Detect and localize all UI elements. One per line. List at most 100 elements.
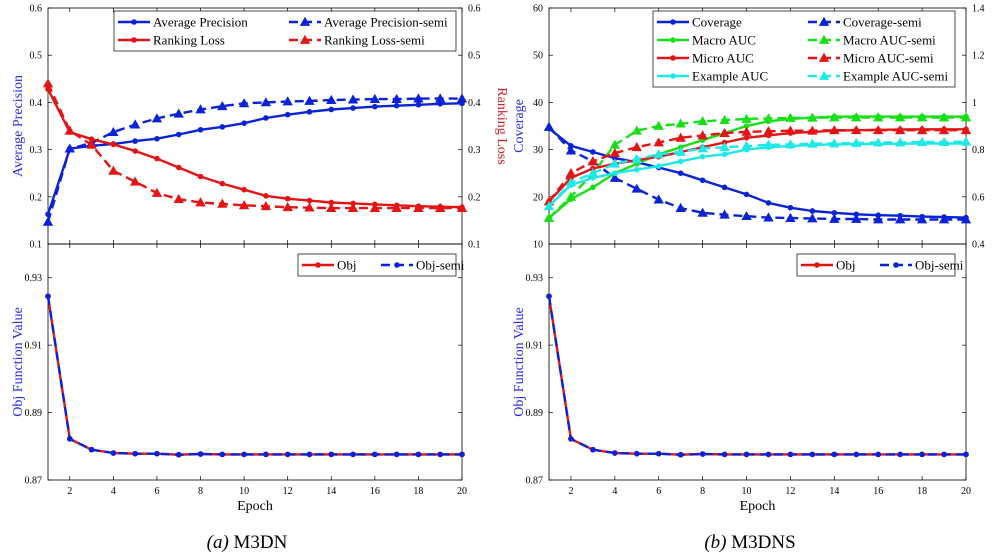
data-point	[328, 106, 335, 113]
y-tick-label: 40	[533, 98, 543, 109]
data-point	[653, 137, 664, 147]
data-point	[677, 170, 684, 176]
series-macro-auc-semi	[543, 112, 972, 222]
legend-marker	[394, 262, 400, 268]
data-point	[785, 212, 796, 222]
data-point	[328, 199, 335, 206]
data-point	[873, 112, 884, 122]
data-point	[565, 168, 577, 178]
data-point	[347, 94, 359, 104]
data-point	[631, 142, 642, 152]
data-point	[263, 115, 269, 121]
y-axis-label: Coverage	[512, 99, 527, 153]
data-point	[609, 139, 621, 149]
data-point	[829, 138, 840, 148]
y-axis-label: Average Precision	[11, 75, 26, 177]
data-point	[260, 201, 272, 211]
data-point	[195, 104, 206, 114]
legend-label: Micro AUC	[692, 51, 754, 66]
data-point	[132, 148, 138, 154]
data-point	[415, 451, 422, 458]
y-tick-label: 0.93	[25, 273, 43, 284]
series-obj-semi	[45, 293, 465, 458]
series-line	[46, 88, 463, 209]
data-point	[328, 451, 335, 458]
x-tick-label: 16	[370, 486, 380, 497]
data-point	[64, 125, 75, 135]
data-point	[631, 153, 642, 163]
data-point	[590, 149, 596, 155]
data-point	[459, 451, 465, 458]
series-line	[548, 140, 967, 208]
data-point	[721, 184, 728, 191]
x-tick-label: 6	[154, 486, 159, 497]
legend-label: Obj	[836, 258, 856, 273]
legend-label: Ranking Loss-semi	[324, 33, 425, 48]
series-coverage-semi	[543, 121, 972, 224]
y-tick-label: 20	[533, 192, 543, 203]
x-tick-label: 2	[568, 486, 573, 497]
legend-box	[113, 10, 457, 52]
data-point	[938, 112, 950, 122]
y-right-tick-label: 0.6	[972, 192, 985, 203]
data-point	[88, 136, 95, 143]
data-point	[64, 143, 75, 153]
data-point	[829, 213, 840, 223]
y-right-tick-label: 0.4	[468, 98, 481, 109]
data-point	[284, 111, 291, 118]
data-point	[154, 135, 160, 142]
data-point	[873, 214, 884, 224]
data-point	[894, 125, 906, 135]
data-point	[260, 97, 272, 107]
x-tick-label: 10	[239, 486, 249, 497]
y-tick-label: 0.91	[25, 341, 43, 352]
caption-a-name: M3DN	[229, 532, 288, 553]
series-line	[46, 97, 462, 223]
data-point	[741, 113, 752, 123]
data-point	[175, 451, 182, 458]
data-point	[765, 451, 772, 458]
x-tick-label: 16	[873, 486, 883, 497]
chart-a-top: 0.1 0.2 0.3 0.4 0.5 0.6 0.1 0.2 0.3 0.4 0.5 0.6 Aver…	[11, 4, 509, 251]
data-point	[894, 112, 906, 122]
data-point	[435, 93, 446, 103]
legend-marker	[299, 34, 311, 44]
data-point	[765, 200, 772, 206]
data-point	[655, 163, 662, 169]
legend: Obj Obj-semi	[297, 253, 465, 277]
data-point	[306, 451, 313, 458]
y-right-tick-label: 0.8	[972, 145, 985, 156]
legend-marker	[670, 19, 676, 25]
data-point	[699, 451, 706, 457]
data-point	[675, 146, 686, 156]
data-point	[719, 114, 730, 124]
x-tick-label: 20	[961, 486, 971, 497]
caption-a-letter: (a)	[207, 532, 229, 553]
legend-label: Coverage-semi	[843, 15, 922, 30]
data-point	[219, 451, 226, 458]
data-point	[154, 155, 160, 162]
legend-label: Macro AUC-semi	[843, 33, 936, 48]
data-point	[543, 212, 555, 222]
data-point	[415, 101, 422, 108]
data-point	[655, 450, 662, 457]
x-axis-label: Epoch	[740, 499, 776, 514]
data-point	[456, 202, 468, 213]
data-point	[565, 177, 577, 187]
data-point	[675, 118, 686, 128]
data-point	[894, 137, 906, 147]
data-point	[809, 208, 816, 214]
data-point	[219, 124, 226, 130]
y-tick-label: 10	[533, 240, 543, 251]
y-right-tick-label: 1	[972, 98, 977, 109]
data-point	[831, 210, 838, 216]
legend-box	[652, 10, 956, 88]
data-point	[831, 451, 838, 458]
data-point	[347, 202, 359, 213]
x-tick-label: 2	[67, 486, 72, 497]
y-right-axis-label: Ranking Loss	[494, 87, 509, 164]
data-point	[897, 451, 903, 458]
data-point	[393, 102, 400, 109]
data-point	[413, 93, 424, 103]
data-point	[941, 451, 947, 458]
